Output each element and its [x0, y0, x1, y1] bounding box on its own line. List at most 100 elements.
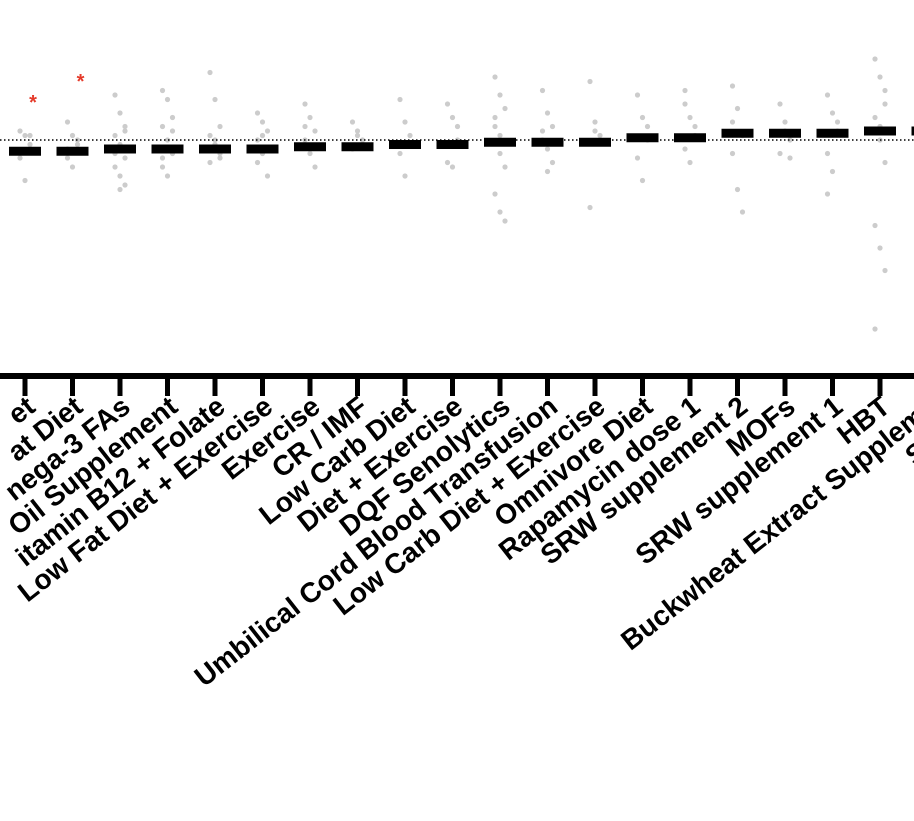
data-point: [740, 209, 745, 214]
significance-star: *: [29, 92, 37, 114]
median-bar: [437, 140, 469, 149]
data-point: [635, 92, 640, 97]
data-point: [117, 173, 122, 178]
data-point: [407, 133, 412, 138]
data-point: [540, 128, 545, 133]
data-point: [682, 146, 687, 151]
median-bar: [199, 145, 231, 154]
median-bar: [769, 129, 801, 138]
data-point: [687, 115, 692, 120]
data-point: [312, 128, 317, 133]
data-point: [17, 128, 22, 133]
data-point: [502, 218, 507, 223]
data-point: [872, 223, 877, 228]
median-bar: [57, 147, 89, 156]
median-bar: [294, 142, 326, 151]
data-point: [882, 268, 887, 273]
data-point: [255, 110, 260, 115]
data-point: [645, 124, 650, 129]
data-point: [835, 119, 840, 124]
data-point: [207, 133, 212, 138]
data-point: [587, 205, 592, 210]
data-point: [160, 164, 165, 169]
data-point: [255, 160, 260, 165]
data-point: [640, 178, 645, 183]
data-point: [692, 124, 697, 129]
data-point: [882, 160, 887, 165]
median-bar: [247, 145, 279, 154]
data-point: [872, 115, 877, 120]
data-point: [787, 155, 792, 160]
data-point: [492, 124, 497, 129]
data-point: [402, 173, 407, 178]
data-point: [545, 169, 550, 174]
data-point: [355, 128, 360, 133]
data-point: [635, 155, 640, 160]
data-point: [70, 164, 75, 169]
data-point: [450, 164, 455, 169]
data-point: [777, 151, 782, 156]
median-bar: [104, 145, 136, 154]
data-point: [540, 88, 545, 93]
data-point: [217, 155, 222, 160]
data-point: [70, 133, 75, 138]
data-point: [445, 160, 450, 165]
data-point: [872, 56, 877, 61]
data-point: [302, 101, 307, 106]
data-point: [117, 187, 122, 192]
median-bar: [627, 133, 659, 142]
data-point: [65, 155, 70, 160]
median-bar: [674, 133, 706, 142]
data-point: [27, 133, 32, 138]
data-point: [735, 106, 740, 111]
data-point: [877, 245, 882, 250]
data-point: [397, 151, 402, 156]
data-point: [597, 133, 602, 138]
data-point: [825, 151, 830, 156]
median-bar: [9, 147, 41, 156]
data-point: [882, 101, 887, 106]
data-point: [450, 115, 455, 120]
data-point: [207, 70, 212, 75]
data-point: [882, 88, 887, 93]
median-bar: [484, 138, 516, 147]
data-point: [160, 88, 165, 93]
data-point: [402, 119, 407, 124]
median-bar: [342, 142, 374, 151]
data-point: [497, 209, 502, 214]
data-point: [22, 178, 27, 183]
data-points-layer: [17, 56, 914, 331]
data-point: [735, 187, 740, 192]
median-bar: [152, 145, 184, 154]
data-point: [830, 169, 835, 174]
data-point: [682, 101, 687, 106]
data-point: [302, 124, 307, 129]
data-point: [782, 119, 787, 124]
data-point: [17, 155, 22, 160]
data-point: [545, 110, 550, 115]
data-point: [825, 191, 830, 196]
median-bar: [817, 129, 849, 138]
data-point: [260, 133, 265, 138]
data-point: [877, 74, 882, 79]
data-point: [112, 92, 117, 97]
data-point: [165, 173, 170, 178]
data-point: [445, 101, 450, 106]
data-point: [170, 128, 175, 133]
data-point: [265, 173, 270, 178]
data-point: [112, 164, 117, 169]
data-point: [730, 151, 735, 156]
data-point: [212, 97, 217, 102]
data-point: [730, 83, 735, 88]
data-point: [497, 92, 502, 97]
significance-markers-layer: **: [29, 71, 85, 114]
data-point: [27, 142, 32, 147]
data-point: [122, 182, 127, 187]
data-point: [265, 128, 270, 133]
data-point: [830, 110, 835, 115]
data-point: [260, 119, 265, 124]
data-point: [872, 326, 877, 331]
